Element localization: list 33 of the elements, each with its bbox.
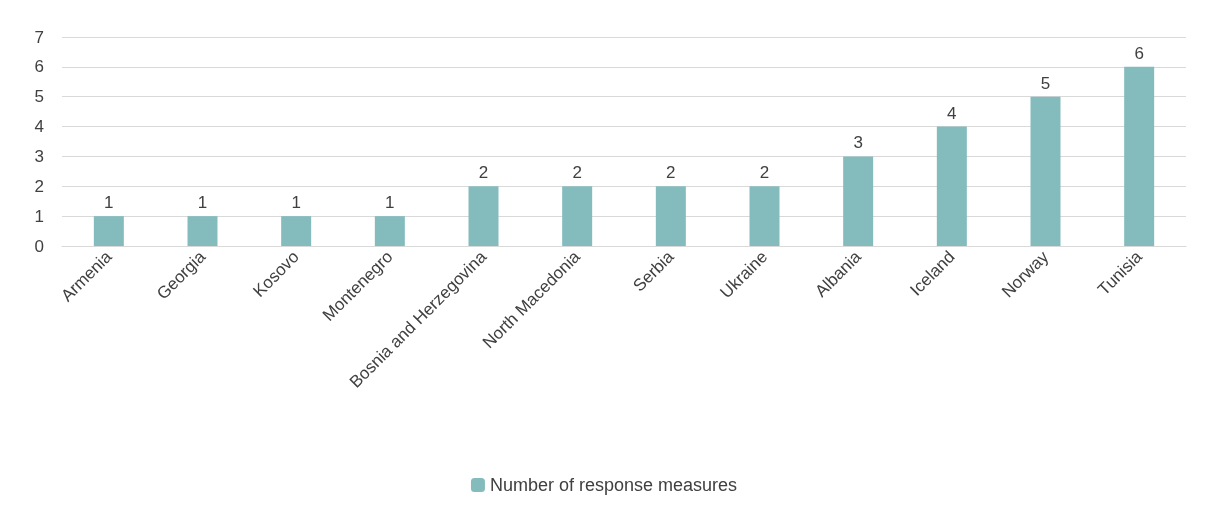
bar <box>936 126 967 246</box>
data-label: 4 <box>947 103 957 123</box>
bar <box>281 216 312 246</box>
data-label: 6 <box>1134 43 1144 63</box>
bar <box>1030 96 1061 246</box>
y-tick-label: 2 <box>34 176 44 196</box>
y-tick-label: 5 <box>34 87 44 107</box>
data-label: 2 <box>666 163 676 183</box>
bar <box>843 156 874 246</box>
bar <box>187 216 218 246</box>
y-tick-label: 6 <box>34 57 44 77</box>
bar <box>374 216 405 246</box>
bar <box>562 186 593 246</box>
bar <box>93 216 124 246</box>
y-tick-label: 1 <box>34 206 44 226</box>
legend-label: Number of response measures <box>489 475 738 495</box>
data-label: 5 <box>1040 73 1051 93</box>
bar <box>468 186 499 246</box>
data-label: 1 <box>197 193 208 213</box>
data-label: 2 <box>478 163 489 183</box>
y-tick-label: 3 <box>34 146 44 166</box>
data-label: 2 <box>759 163 770 183</box>
bar <box>749 186 780 246</box>
y-tick-label: 4 <box>34 117 44 137</box>
data-label: 1 <box>104 193 114 213</box>
bar <box>1124 66 1155 246</box>
y-tick-label: 7 <box>34 27 44 47</box>
data-label: 3 <box>853 133 863 153</box>
data-label: 1 <box>385 193 395 213</box>
data-label: 1 <box>291 193 301 213</box>
bar <box>655 186 686 246</box>
data-label: 2 <box>572 163 582 183</box>
y-tick-label: 0 <box>34 236 44 256</box>
